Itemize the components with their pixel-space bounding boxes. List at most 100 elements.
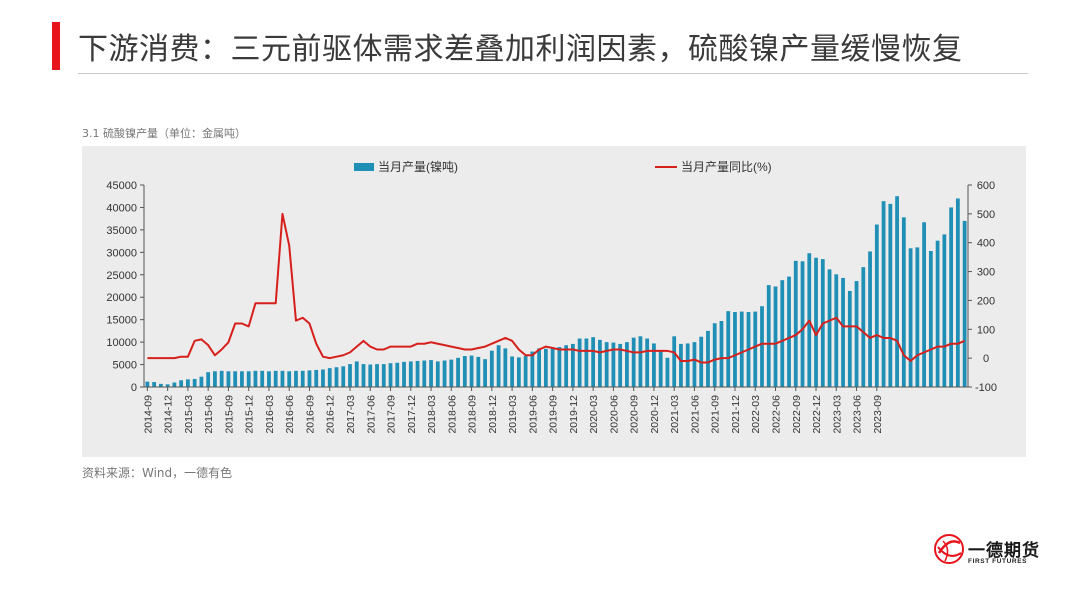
bar-mark: [253, 370, 258, 387]
bar-mark: [935, 240, 940, 387]
logo-name-en: FIRST FUTURES: [968, 558, 1028, 565]
bar-mark: [233, 371, 238, 387]
right-y-axis: -100 0 100 200 300 400 500 600: [967, 180, 997, 394]
bar-mark: [429, 360, 433, 387]
bar-mark: [213, 371, 217, 387]
x-tick-label: 2017-09: [386, 395, 398, 434]
bar-mark: [645, 338, 650, 387]
bar-mark: [537, 348, 541, 387]
x-tick-label: 2014-09: [142, 395, 154, 434]
bar-mark: [145, 381, 150, 387]
bar-mark: [719, 321, 724, 387]
legend-swatch-bar: [354, 163, 374, 171]
bar-mark: [402, 361, 406, 387]
bar-mark: [435, 361, 440, 387]
bar-mark: [341, 366, 346, 387]
bar-mark: [422, 360, 427, 387]
company-logo: 一德期货 FIRST FUTURES: [933, 533, 1043, 573]
bar-mark: [949, 207, 953, 387]
bar-mark: [922, 222, 926, 387]
x-tick-label: 2023-03: [831, 395, 843, 434]
bar-mark: [712, 323, 717, 387]
x-tick-label: 2020-06: [608, 395, 620, 434]
bar-mark: [456, 357, 460, 387]
left-tick-label: 35000: [106, 225, 137, 237]
x-tick-label: 2020-12: [649, 395, 661, 434]
left-tick-label: 30000: [106, 247, 137, 259]
bar-mark: [847, 290, 852, 387]
right-tick-label: 600: [977, 180, 995, 192]
x-tick-label: 2022-06: [771, 395, 783, 434]
bar-mark: [246, 371, 251, 387]
bar-mark: [186, 379, 190, 387]
left-tick-label: 40000: [106, 202, 137, 214]
bar-mark: [928, 250, 933, 387]
x-tick-label: 2015-03: [183, 395, 195, 434]
slide-title: 下游消费：三元前驱体需求差叠加利润因素，硫酸镍产量缓慢恢复: [78, 32, 963, 67]
bar-mark: [361, 364, 366, 387]
bar-mark: [219, 370, 224, 387]
bar-mark: [638, 336, 643, 387]
bar-mark: [739, 311, 744, 387]
bar-mark: [787, 276, 791, 387]
bar-mark: [462, 356, 467, 387]
left-tick-label: 45000: [106, 180, 137, 192]
x-tick-label: 2021-12: [730, 395, 742, 434]
left-tick-label: 5000: [113, 360, 137, 372]
left-y-axis: 0 5000 10000 15000 20000 25000 30000 35000 40000…: [106, 180, 145, 394]
bar-mark: [483, 359, 487, 387]
bar-mark: [591, 337, 596, 387]
bar-mark: [962, 220, 967, 387]
bar-mark: [733, 312, 737, 387]
source-note: 资料来源：Wind，一德有色: [82, 466, 233, 480]
bar-mark: [955, 198, 960, 387]
bar-mark: [516, 357, 521, 387]
bar-mark: [314, 369, 319, 387]
bar-mark: [908, 248, 913, 387]
bar-mark: [158, 383, 163, 387]
bar-mark: [496, 345, 501, 387]
bar-mark: [881, 201, 886, 387]
globe-logo-icon: [934, 534, 964, 564]
right-tick-label: 200: [977, 295, 995, 307]
bar-mark: [901, 217, 906, 387]
x-tick-label: 2021-03: [669, 395, 681, 434]
x-tick-label: 2022-09: [791, 395, 803, 434]
x-tick-label: 2019-06: [527, 395, 539, 434]
bar-mark: [267, 371, 271, 387]
left-tick-label: 20000: [106, 292, 137, 304]
right-tick-label: -100: [975, 382, 997, 394]
bar-mark: [152, 382, 157, 387]
bar-mark: [665, 357, 670, 387]
bar-mark: [800, 261, 805, 387]
x-tick-label: 2020-03: [588, 395, 600, 434]
x-tick-label: 2018-09: [467, 395, 479, 434]
bar-mark: [868, 251, 872, 387]
x-tick-label: 2022-03: [750, 395, 762, 434]
bar-mark: [564, 345, 569, 387]
x-tick-label: 2019-03: [507, 395, 519, 434]
x-tick-label: 2017-03: [345, 395, 357, 434]
bar-mark: [760, 306, 764, 387]
bar-mark: [685, 343, 690, 387]
bar-mark: [814, 257, 818, 387]
x-tick-label: 2020-09: [629, 395, 641, 434]
bar-mark: [206, 372, 211, 387]
bar-mark: [469, 355, 474, 387]
bar-mark: [658, 350, 663, 387]
bar-mark: [334, 367, 339, 387]
bar-mark: [375, 364, 379, 387]
x-tick-label: 2019-09: [548, 395, 560, 434]
right-tick-label: 0: [983, 353, 989, 365]
bar-mark: [388, 363, 393, 387]
x-tick-label: 2015-09: [223, 395, 235, 434]
legend-label-line: 当月产量同比(%): [681, 160, 772, 174]
bar-mark: [827, 269, 832, 387]
x-tick-label: 2016-03: [264, 395, 276, 434]
bar-mark: [300, 370, 305, 387]
bar-mark: [280, 370, 285, 387]
x-tick-label: 2016-12: [325, 395, 337, 434]
bar-mark: [172, 382, 177, 387]
bar-mark: [408, 361, 413, 387]
